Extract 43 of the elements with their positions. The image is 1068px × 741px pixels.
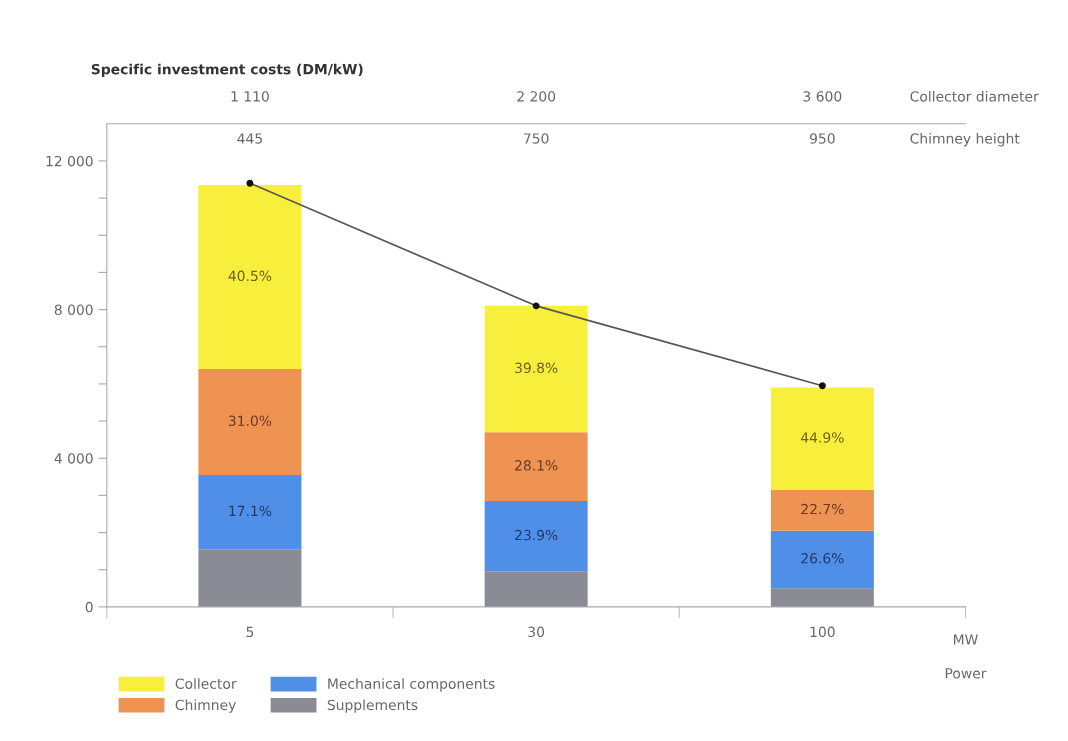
annotation: 39.8%: [515, 362, 558, 374]
bar: [770, 489, 874, 531]
bar: [198, 474, 302, 550]
bar: [770, 387, 874, 490]
annotation: 31.0%: [228, 415, 272, 427]
annotation: 750: [524, 133, 549, 144]
y-tick-label: 8 000: [54, 304, 93, 316]
annotation: 22.7%: [801, 503, 844, 515]
bar: [198, 369, 302, 475]
text: 1 110: [231, 91, 269, 102]
bar: [484, 432, 588, 501]
annotation: 26.6%: [801, 553, 844, 564]
legend-label: Supplements: [327, 699, 418, 713]
bar: [198, 549, 302, 607]
x-axis-title: Power: [945, 668, 987, 679]
annotation: 40.5%: [228, 270, 272, 282]
bar: [484, 571, 588, 607]
annotation: 28.1%: [515, 460, 558, 471]
bar: [770, 530, 874, 589]
text: Collector diameter: [910, 90, 1039, 102]
bar: [484, 500, 588, 572]
text: 2 200: [517, 91, 556, 102]
y-tick-label: 4 000: [54, 453, 93, 464]
legend-label: Chimney: [175, 699, 236, 713]
annotation: 23.9%: [515, 529, 558, 541]
legend-label: Collector: [175, 678, 237, 689]
annotation: Chimney height: [910, 132, 1020, 147]
annotation: 44.9%: [800, 432, 844, 443]
y-axis-title: Specific investment costs (DM/kW): [91, 63, 363, 78]
x-tick-label: 100: [810, 626, 835, 638]
annotation: 445: [237, 133, 262, 144]
bar: [198, 185, 302, 370]
annotation: 950: [809, 133, 835, 144]
bar: [770, 588, 874, 607]
x-tick-label: 5: [246, 626, 254, 638]
bar: [484, 305, 588, 433]
y-tick-label: 0: [85, 601, 93, 613]
annotation: 17.1%: [229, 505, 272, 517]
text: MW: [953, 634, 978, 645]
x-tick-label: 30: [528, 626, 545, 638]
y-tick-label: 12 000: [46, 155, 93, 167]
legend-label: Mechanical components: [328, 678, 495, 692]
text: 3 600: [803, 91, 842, 102]
